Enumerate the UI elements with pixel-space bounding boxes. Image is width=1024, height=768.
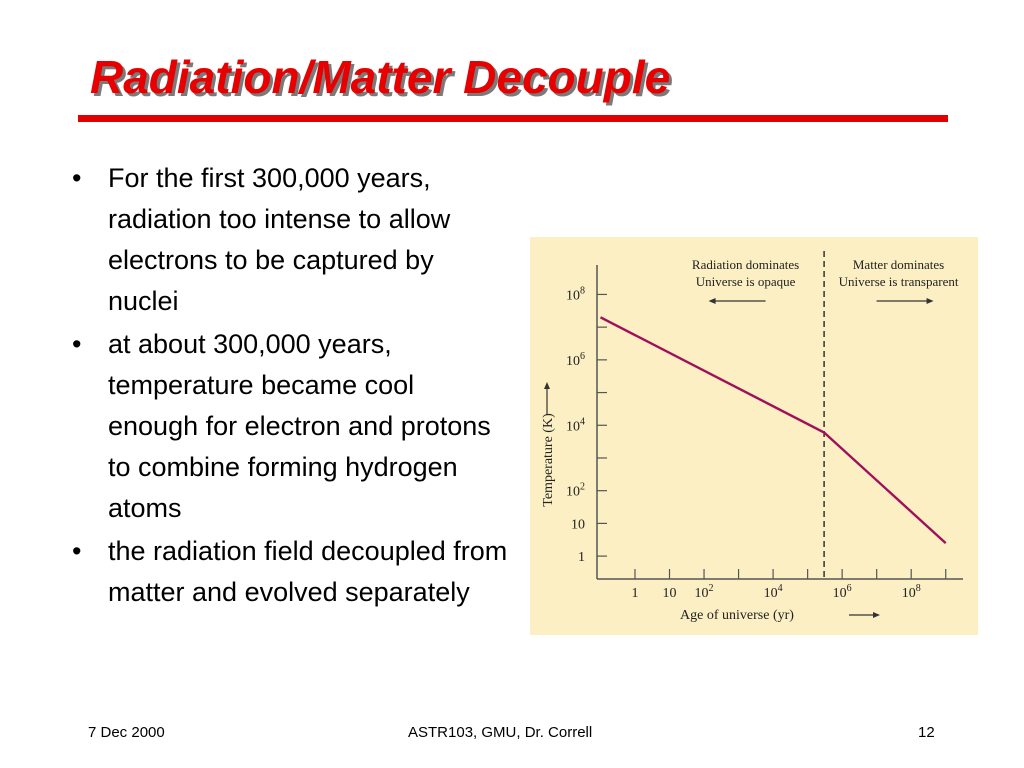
bullet-dot: • (72, 163, 82, 193)
temperature-curve (599, 316, 947, 544)
region-arrow-head (708, 298, 716, 304)
bullet-text: at about 300,000 years, temperature beca… (108, 329, 491, 523)
y-axis-arrow-head (544, 382, 550, 389)
y-tick-label: 102 (566, 482, 585, 500)
footer-date: 7 Dec 2000 (88, 724, 165, 741)
bullet-dot: • (72, 329, 82, 359)
region-caption-line2: Universe is opaque (696, 274, 796, 289)
slide-title: Radiation/Matter Decouple (90, 51, 671, 103)
footer-page-number: 12 (918, 724, 935, 741)
bullet-text: the radiation field decoupled from matte… (108, 536, 508, 607)
footer-course: ASTR103, GMU, Dr. Correll (408, 724, 593, 741)
bullet-dot: • (72, 536, 82, 566)
y-tick-label: 106 (566, 351, 585, 369)
x-tick-label: 104 (764, 583, 783, 601)
x-axis-arrow-head (873, 612, 880, 618)
region-caption-line1: Radiation dominates (692, 257, 799, 272)
y-tick-label: 1 (578, 550, 585, 565)
bullet-text: For the first 300,000 years, radiation t… (108, 163, 451, 316)
y-axis-title: Temperature (K) (541, 413, 556, 507)
bullet-item: • at about 300,000 years, temperature bec… (70, 324, 510, 529)
x-tick-label: 102 (695, 583, 714, 601)
x-tick-label: 1 (631, 586, 638, 601)
region-caption-line1: Matter dominates (853, 257, 944, 272)
x-tick-label: 108 (902, 583, 921, 601)
bullet-list: • For the first 300,000 years, radiation … (70, 158, 510, 615)
x-tick-label: 10 (663, 586, 677, 601)
bullet-item: • For the first 300,000 years, radiation … (70, 158, 510, 322)
y-tick-label: 10 (571, 517, 585, 532)
y-tick-label: 104 (566, 416, 585, 434)
temperature-chart: 1 10 102 104 106 108 1 10 102 104 106 108 Age of uni… (530, 237, 978, 635)
title-underline (78, 115, 948, 122)
x-tick-label: 106 (833, 583, 852, 601)
region-arrow-head (926, 298, 934, 304)
x-axis-title: Age of universe (yr) (680, 608, 794, 623)
region-caption-line2: Universe is transparent (839, 274, 959, 289)
bullet-item: • the radiation field decoupled from matt… (70, 531, 510, 613)
y-tick-label: 108 (566, 285, 585, 303)
